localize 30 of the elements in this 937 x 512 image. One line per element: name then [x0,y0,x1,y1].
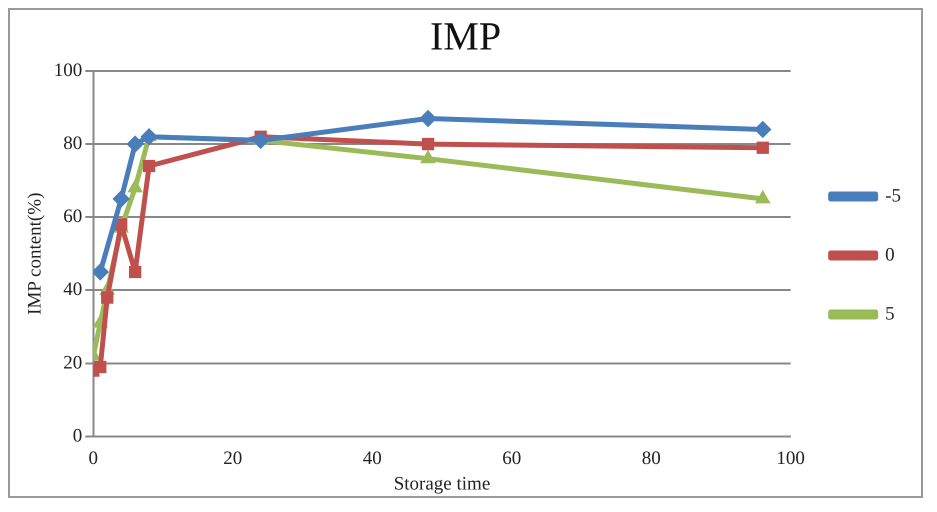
x-tick-label: 0 [88,448,98,469]
y-tick-label: 100 [54,60,82,81]
legend-label: -5 [885,185,901,206]
legend-label: 0 [885,244,895,266]
x-tick-label: 80 [642,448,661,469]
point [112,190,130,208]
x-tick-label: 100 [776,448,805,469]
y-tick-label: 80 [63,133,82,154]
y-tick-label: 20 [63,352,82,374]
x-tick-label: 60 [502,448,522,469]
point [420,110,437,127]
point [128,266,142,278]
point [94,360,106,374]
point [126,136,144,153]
point [756,142,769,154]
x-axis-title: Storage time [394,474,490,495]
y-axis-title: IMP content(%) [24,192,46,315]
point [252,132,270,149]
chart-title: IMP [430,14,502,58]
y-tick-label: 60 [63,206,82,228]
point [754,120,772,138]
y-tick-label: 0 [72,425,82,446]
y-tick-label: 40 [63,279,82,300]
point [422,138,434,150]
legend-label: 5 [885,303,895,324]
x-tick-label: 20 [223,448,242,469]
x-tick-label: 40 [362,448,382,469]
point [142,160,156,172]
point [93,263,109,280]
point [101,291,114,304]
